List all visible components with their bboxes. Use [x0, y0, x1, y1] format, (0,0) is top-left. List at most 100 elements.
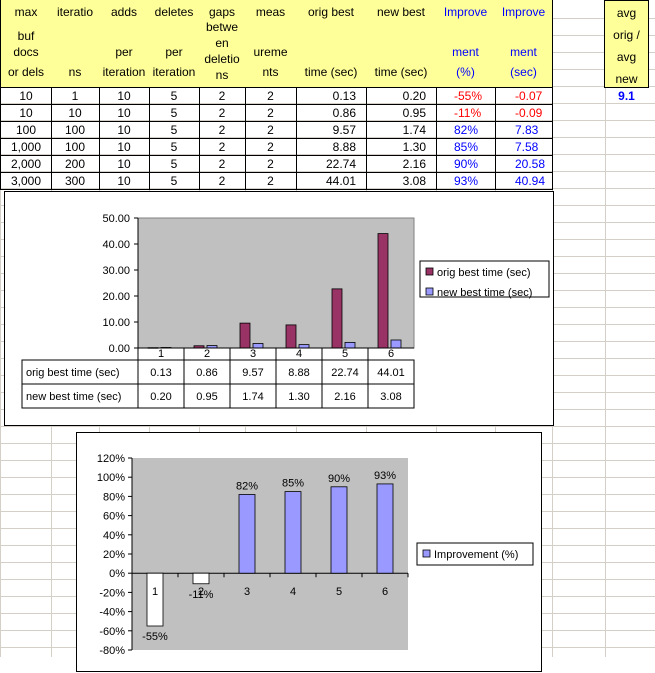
- table-cell[interactable]: 10: [99, 105, 150, 122]
- improvement-chart[interactable]: 120% 100% 80% 60% 40% 20% 0% -20% -40% -60% -80% 1 -…: [76, 432, 542, 672]
- table-cell[interactable]: -0.07: [495, 88, 553, 105]
- column-header-line: nts: [262, 65, 279, 79]
- table-cell[interactable]: 10: [51, 105, 100, 122]
- table-cell[interactable]: 3,000: [0, 173, 52, 190]
- table-value: 8.88: [288, 367, 309, 379]
- table-cell[interactable]: 85%: [436, 139, 496, 156]
- table-cell[interactable]: 2: [199, 88, 246, 105]
- table-cell[interactable]: 93%: [436, 173, 496, 190]
- table-cell[interactable]: 5: [149, 122, 200, 139]
- column-header[interactable]: Improve ment (%): [436, 0, 496, 88]
- table-cell[interactable]: 1.74: [366, 122, 437, 139]
- bar-improvement: [238, 494, 256, 574]
- time-comparison-chart[interactable]: 50.00 40.00 30.00 20.00 10.00 0.00 1 2 3 4 5 6 orig …: [4, 191, 554, 426]
- table-cell[interactable]: 8.88: [296, 139, 367, 156]
- table-cell[interactable]: 100: [51, 139, 100, 156]
- table-cell[interactable]: 1.30: [366, 139, 437, 156]
- table-cell[interactable]: 2: [245, 156, 297, 173]
- column-header[interactable]: deletes per iteration: [149, 0, 200, 88]
- table-value: 2.16: [334, 391, 355, 403]
- table-cell[interactable]: 7.58: [495, 139, 553, 156]
- table-cell[interactable]: 2: [245, 122, 297, 139]
- table-cell[interactable]: 0.13: [296, 88, 367, 105]
- column-header-line: iteration: [152, 65, 196, 79]
- table-cell[interactable]: 2: [199, 105, 246, 122]
- y-tick-label: 20%: [103, 549, 125, 561]
- table-cell[interactable]: 2: [199, 139, 246, 156]
- table-cell[interactable]: 10: [99, 173, 150, 190]
- table-value: 0.20: [150, 391, 171, 403]
- table-cell[interactable]: 2: [199, 156, 246, 173]
- table-cell[interactable]: 10: [0, 105, 52, 122]
- y-tick-label: 120%: [97, 453, 125, 465]
- column-header[interactable]: adds per iteration: [99, 0, 150, 88]
- table-cell[interactable]: 10: [0, 88, 52, 105]
- table-cell[interactable]: 3.08: [366, 173, 437, 190]
- table-cell[interactable]: 82%: [436, 122, 496, 139]
- column-header-line: meas: [255, 5, 286, 19]
- table-cell[interactable]: 1: [51, 88, 100, 105]
- table-cell[interactable]: 1,000: [0, 139, 52, 156]
- table-cell[interactable]: 20.58: [495, 156, 553, 173]
- avg-header-line: orig /: [613, 28, 640, 42]
- table-cell[interactable]: 44.01: [296, 173, 367, 190]
- table-cell[interactable]: -55%: [436, 88, 496, 105]
- column-header[interactable]: iteratio ns: [51, 0, 100, 88]
- table-cell[interactable]: 100: [0, 122, 52, 139]
- data-label: -55%: [142, 631, 168, 643]
- table-cell[interactable]: 300: [51, 173, 100, 190]
- y-tick-label: 30.00: [102, 265, 130, 277]
- avg-header[interactable]: avg orig / avg new: [604, 0, 649, 88]
- table-cell[interactable]: 0.20: [366, 88, 437, 105]
- y-tick-label: 20.00: [102, 291, 130, 303]
- x-tick-label: 3: [244, 586, 250, 598]
- column-header-line: adds: [110, 5, 138, 19]
- table-cell[interactable]: 2,000: [0, 156, 52, 173]
- table-cell[interactable]: 40.94: [495, 173, 553, 190]
- table-value: 0.13: [150, 367, 171, 379]
- table-cell[interactable]: -11%: [436, 105, 496, 122]
- table-cell[interactable]: 2: [199, 173, 246, 190]
- table-cell[interactable]: 2: [245, 173, 297, 190]
- y-tick-label: 40.00: [102, 239, 130, 251]
- column-header[interactable]: Improve ment (sec): [495, 0, 553, 88]
- table-value: 0.86: [196, 367, 217, 379]
- table-cell[interactable]: 2: [245, 139, 297, 156]
- table-cell[interactable]: 7.83: [495, 122, 553, 139]
- legend: [419, 260, 550, 298]
- legend-swatch: [422, 549, 431, 558]
- table-cell[interactable]: -0.09: [495, 105, 553, 122]
- table-cell[interactable]: 2: [199, 122, 246, 139]
- table-cell[interactable]: 2: [245, 105, 297, 122]
- y-tick-label: 10.00: [102, 317, 130, 329]
- avg-header-line: new: [615, 72, 638, 86]
- column-header-line: or dels: [7, 65, 45, 79]
- table-cell[interactable]: 10: [99, 156, 150, 173]
- table-cell[interactable]: 10: [99, 88, 150, 105]
- column-header[interactable]: meas ureme nts: [245, 0, 297, 88]
- table-cell[interactable]: 2: [245, 88, 297, 105]
- column-header-line: per: [115, 45, 133, 59]
- table-cell[interactable]: 5: [149, 173, 200, 190]
- table-cell[interactable]: 10: [99, 122, 150, 139]
- table-cell[interactable]: 10: [99, 139, 150, 156]
- table-cell[interactable]: 5: [149, 139, 200, 156]
- table-cell[interactable]: 5: [149, 105, 200, 122]
- table-cell[interactable]: 5: [149, 88, 200, 105]
- table-cell[interactable]: 100: [51, 122, 100, 139]
- table-cell[interactable]: 2.16: [366, 156, 437, 173]
- column-header-line: gaps: [208, 5, 236, 19]
- table-cell[interactable]: 0.86: [296, 105, 367, 122]
- table-cell[interactable]: 0.95: [366, 105, 437, 122]
- column-header[interactable]: new best time (sec): [366, 0, 437, 88]
- table-cell[interactable]: 90%: [436, 156, 496, 173]
- table-cell[interactable]: 22.74: [296, 156, 367, 173]
- table-cell[interactable]: 200: [51, 156, 100, 173]
- avg-value[interactable]: 9.1: [618, 89, 635, 103]
- table-cell[interactable]: 5: [149, 156, 200, 173]
- column-header-line: ureme: [253, 45, 288, 59]
- table-cell[interactable]: 9.57: [296, 122, 367, 139]
- column-header[interactable]: max buf docs or dels: [0, 0, 52, 88]
- column-header[interactable]: orig best time (sec): [296, 0, 367, 88]
- column-header[interactable]: gaps betwe en deletio ns: [199, 0, 246, 88]
